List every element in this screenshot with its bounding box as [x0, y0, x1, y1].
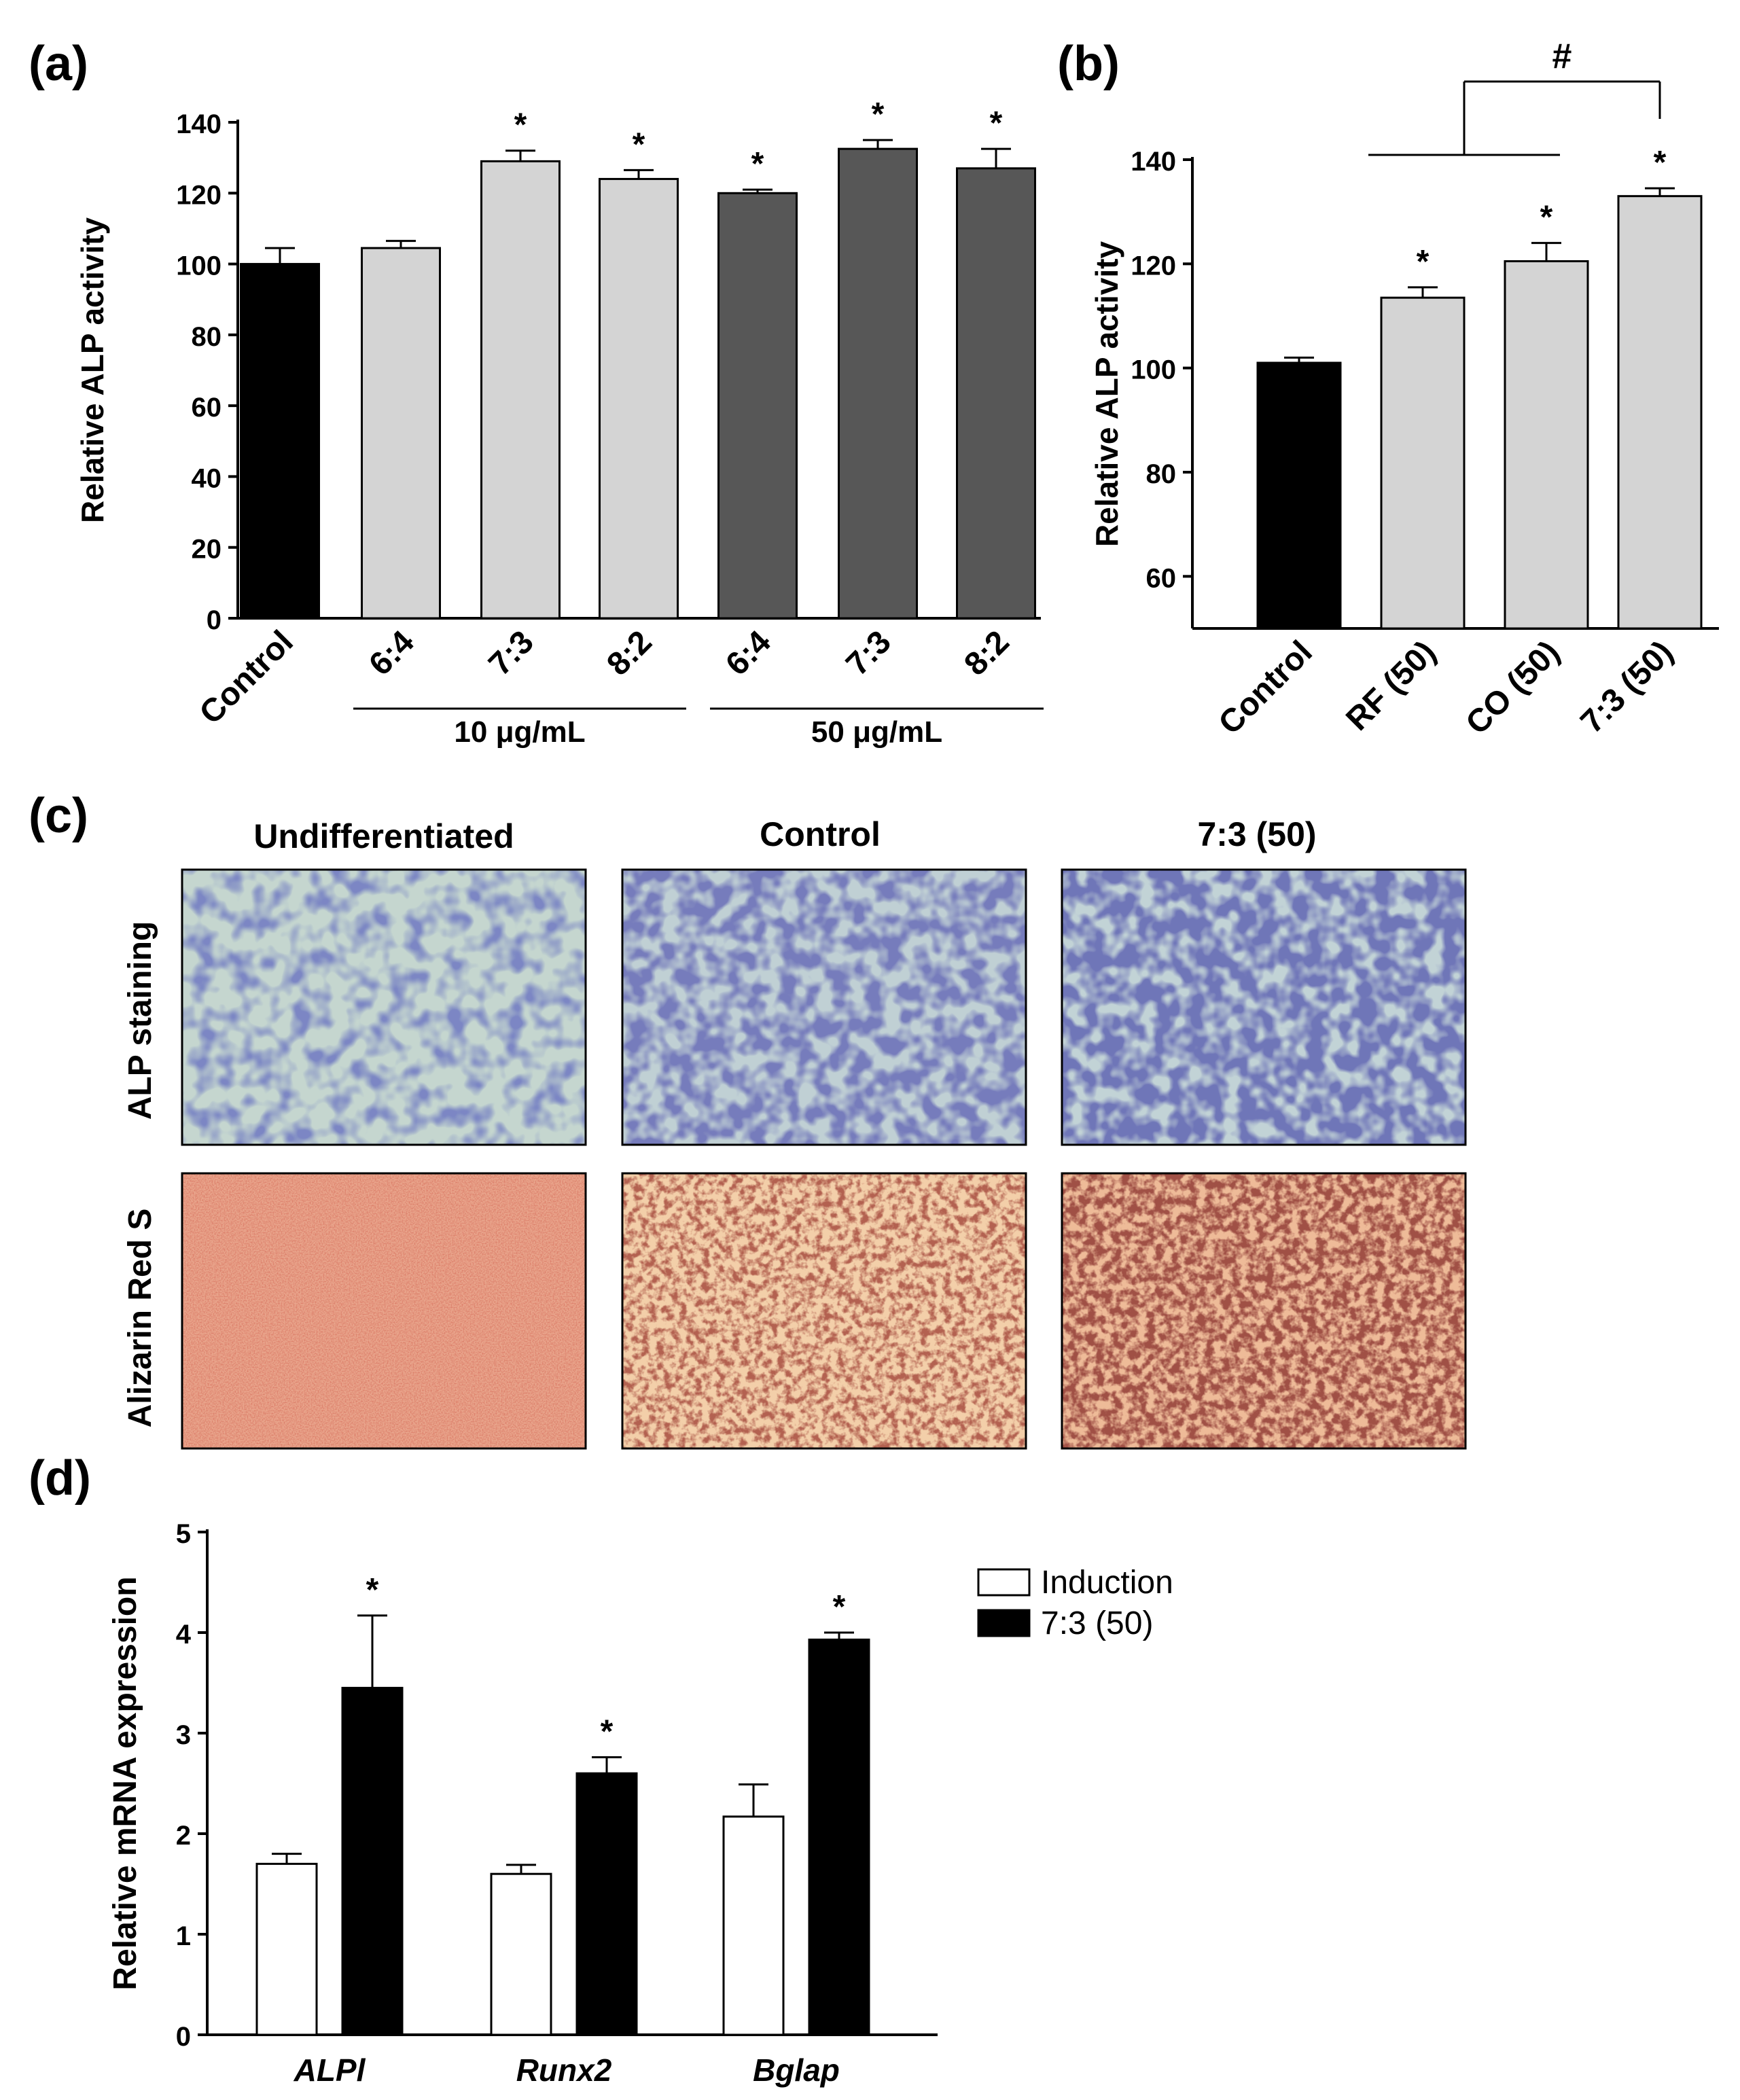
x-tick-label: CO (50) — [1459, 634, 1567, 741]
x-tick-label: 7:3 (50) — [1574, 634, 1680, 740]
x-tick-label: Bglap — [753, 2052, 840, 2088]
x-tick-label: 7:3 — [482, 624, 541, 683]
significance-star: * — [601, 1714, 614, 1750]
bar — [1380, 296, 1466, 630]
panel-c-images: Undifferentiated Control 7:3 (50) ALP st… — [122, 815, 1467, 1450]
micrograph-alp-73-50 — [1061, 868, 1467, 1146]
significance-star: * — [872, 96, 885, 132]
micrograph-alp-undifferentiated — [181, 868, 587, 1146]
bar — [361, 247, 441, 620]
bar — [717, 192, 798, 620]
bar — [956, 167, 1036, 620]
bar — [1504, 260, 1589, 630]
y-tick-label: 100 — [176, 251, 221, 281]
y-tick-label: 3 — [176, 1720, 191, 1750]
y-tick-label: 140 — [1131, 147, 1176, 177]
significance-star: * — [514, 107, 527, 143]
bar — [480, 160, 561, 620]
y-tick-label: 20 — [192, 535, 222, 565]
col-header-control: Control — [760, 815, 881, 853]
micrograph-alizarin-73-50 — [1061, 1172, 1467, 1450]
y-tick-label: 1 — [176, 1921, 191, 1951]
col-header-73-50: 7:3 (50) — [1197, 815, 1316, 853]
chart-a: 0 20 40 60 80 100 120 140 Relative ALP activity C… — [75, 96, 1044, 749]
bar — [490, 1872, 552, 2036]
bracket-label: # — [1552, 37, 1572, 76]
micrograph-alizarin-undifferentiated — [181, 1172, 587, 1450]
bar — [599, 177, 679, 620]
y-tick-label: 2 — [176, 1821, 191, 1851]
legend-label: 7:3 (50) — [1041, 1605, 1153, 1641]
y-tick-label: 80 — [192, 322, 222, 352]
bar — [722, 1815, 785, 2036]
bar — [808, 1638, 870, 2036]
group-label: 10 μg/mL — [454, 715, 585, 749]
bar — [240, 263, 320, 620]
x-tick-label: 8:2 — [957, 624, 1016, 683]
legend-swatch — [977, 1609, 1031, 1637]
significance-star: * — [1654, 145, 1667, 181]
bar — [575, 1772, 638, 2036]
y-tick-label: 0 — [176, 2022, 191, 2052]
y-axis-label: Relative ALP activity — [1089, 241, 1124, 547]
y-tick-label: 0 — [207, 605, 221, 635]
x-tick-label: 8:2 — [600, 624, 659, 683]
bar — [1256, 361, 1342, 630]
x-tick-label: RF (50) — [1339, 634, 1443, 738]
panel-label-b: (b) — [1057, 37, 1120, 91]
y-axis-label: Relative ALP activity — [75, 217, 110, 523]
significance-star: * — [1417, 244, 1430, 280]
micrograph-alizarin-control — [621, 1172, 1027, 1450]
group-label: 50 μg/mL — [811, 715, 942, 749]
chart-d: 0 1 2 3 4 5 Relative mRNA expression * * * ALPl Run… — [107, 1519, 1173, 2088]
bar — [838, 147, 918, 620]
panel-label-c: (c) — [29, 789, 88, 843]
legend-swatch — [977, 1568, 1031, 1597]
panel-label-a: (a) — [29, 37, 88, 91]
col-header-undifferentiated: Undifferentiated — [253, 817, 514, 855]
chart-b: 60 80 100 120 140 Relative ALP activity Contro… — [1089, 37, 1719, 741]
bar — [255, 1862, 318, 2036]
y-tick-label: 60 — [192, 393, 222, 423]
y-tick-label: 5 — [176, 1519, 191, 1549]
y-tick-label: 80 — [1146, 459, 1177, 489]
significance-star: * — [751, 146, 764, 182]
y-axis-label: Relative mRNA expression — [107, 1576, 143, 1990]
x-tick-label: 6:4 — [719, 624, 778, 683]
bar — [341, 1686, 404, 2036]
x-tick-label: Runx2 — [516, 2052, 612, 2088]
x-tick-label: 7:3 — [839, 624, 898, 683]
significance-star: * — [1540, 200, 1553, 236]
y-tick-label: 4 — [176, 1620, 192, 1650]
significance-star: * — [990, 105, 1003, 141]
x-tick-label: Control — [193, 624, 300, 731]
y-tick-label: 60 — [1146, 563, 1177, 593]
significance-star: * — [366, 1572, 379, 1608]
y-tick-label: 120 — [1131, 251, 1176, 281]
x-tick-label: ALPl — [294, 2052, 366, 2088]
bar — [1617, 195, 1703, 630]
row-label-alizarin-red: Alizarin Red S — [122, 1209, 158, 1428]
y-tick-label: 120 — [176, 180, 221, 210]
row-label-alp-staining: ALP staining — [122, 921, 158, 1120]
micrograph-alp-control — [621, 868, 1027, 1146]
y-tick-label: 100 — [1131, 355, 1176, 385]
y-tick-label: 140 — [176, 109, 221, 139]
x-tick-label: Control — [1212, 634, 1319, 741]
significance-star: * — [633, 126, 645, 162]
y-tick-label: 40 — [192, 463, 222, 493]
panel-label-d: (d) — [29, 1451, 91, 1506]
legend-label: Induction — [1041, 1565, 1173, 1601]
significance-star: * — [833, 1589, 846, 1625]
x-tick-label: 6:4 — [362, 624, 421, 683]
